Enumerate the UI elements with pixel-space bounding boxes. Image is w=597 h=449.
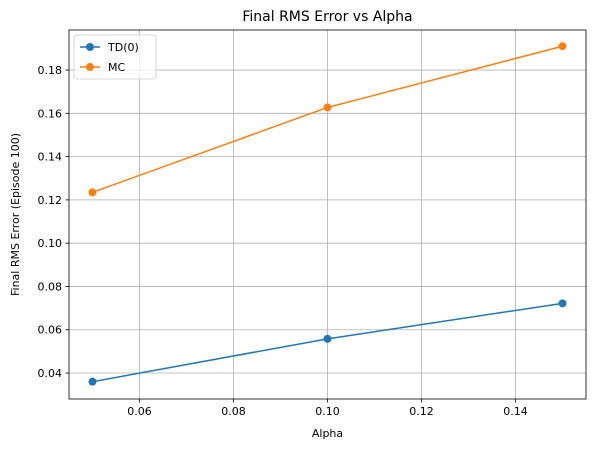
x-tick-label: 0.14 (503, 405, 528, 418)
y-tick-label: 0.18 (38, 64, 63, 77)
legend-label: MC (108, 61, 125, 74)
x-tick-label: 0.08 (221, 405, 246, 418)
y-tick-label: 0.12 (38, 194, 63, 207)
y-tick-label: 0.08 (38, 280, 63, 293)
x-tick-label: 0.12 (409, 405, 434, 418)
x-axis-label: Alpha (312, 427, 343, 440)
x-tick-label: 0.10 (315, 405, 340, 418)
legend-swatch-marker (86, 63, 94, 71)
y-tick-label: 0.06 (38, 324, 63, 337)
grid-lines (69, 30, 586, 399)
plot-frame (68, 29, 587, 400)
y-tick-label: 0.04 (38, 367, 63, 380)
y-ticks: 0.04 0.06 0.08 0.10 0.12 0.14 0.16 0.18 (38, 64, 69, 380)
legend-box (73, 34, 157, 80)
series-group (88, 42, 567, 386)
data-point-td-0 (88, 377, 97, 386)
y-tick-label: 0.10 (38, 237, 63, 250)
y-tick-label: 0.16 (38, 107, 63, 120)
chart-title: Final RMS Error vs Alpha (242, 9, 412, 25)
y-axis-label: Final RMS Error (Episode 100) (9, 133, 22, 296)
legend-label: TD(0) (107, 41, 139, 54)
data-point-mc (88, 188, 97, 197)
legend: TD(0) MC (73, 34, 157, 80)
y-tick-label: 0.14 (38, 151, 63, 164)
x-tick-label: 0.06 (127, 405, 152, 418)
data-point-td-0 (323, 334, 332, 343)
x-ticks: 0.06 0.08 0.10 0.12 0.14 (127, 399, 528, 418)
legend-swatch-marker (86, 43, 94, 51)
data-point-td-0 (558, 299, 567, 308)
data-point-mc (323, 103, 332, 112)
data-point-mc (558, 42, 567, 51)
